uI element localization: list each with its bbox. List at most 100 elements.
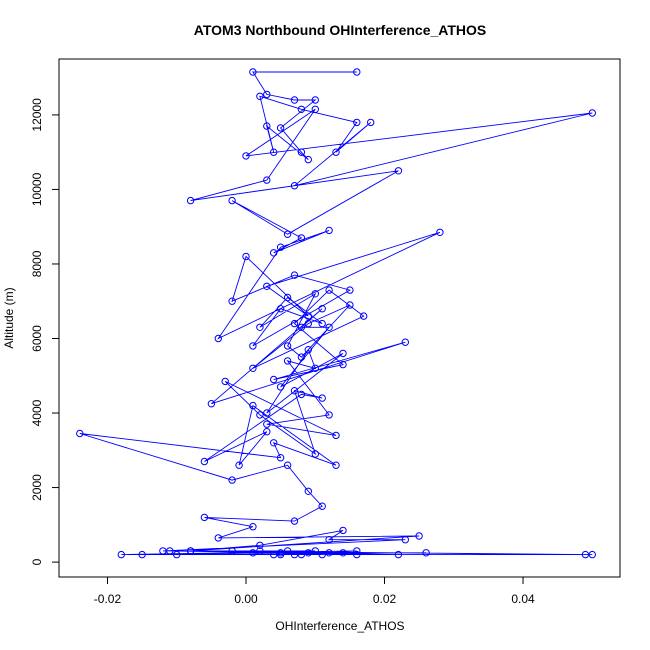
data-point: [318, 319, 326, 328]
data-point: [353, 118, 361, 127]
x-axis-label: OHInterference_ATHOS: [275, 619, 404, 633]
data-point: [173, 550, 181, 559]
data-point: [263, 409, 271, 417]
y-tick-label: 4000: [30, 399, 44, 426]
data-point: [339, 549, 347, 557]
data-point: [263, 176, 271, 184]
data-point: [221, 377, 229, 386]
data-point: [332, 431, 340, 440]
data-point: [394, 167, 403, 175]
data-point: [297, 323, 306, 331]
data-point: [263, 428, 271, 436]
data-point: [311, 364, 319, 372]
data-point: [249, 68, 257, 76]
data-point: [318, 305, 326, 313]
data-point: [422, 549, 430, 557]
data-point: [290, 182, 299, 190]
data-point: [270, 439, 278, 447]
data-point: [360, 312, 368, 320]
data-point: [228, 297, 236, 305]
y-tick-label: 8000: [30, 250, 44, 277]
data-point: [214, 334, 223, 343]
data-point: [207, 400, 216, 408]
data-point: [138, 550, 146, 559]
data-point: [283, 461, 292, 469]
x-tick-label: 0.04: [511, 592, 535, 606]
data-point: [353, 550, 361, 559]
y-tick-label: 0: [30, 558, 44, 565]
data-point: [276, 549, 285, 557]
data-point: [117, 550, 126, 559]
data-point: [228, 547, 236, 555]
data-point: [304, 346, 312, 354]
data-point: [283, 357, 292, 365]
data-point: [256, 541, 264, 549]
data-point: [242, 252, 250, 261]
data-point: [311, 450, 319, 458]
data-point: [270, 249, 278, 257]
data-point: [263, 282, 271, 290]
y-tick-label: 6000: [30, 325, 44, 352]
data-point: [159, 547, 167, 555]
data-point: [270, 550, 278, 559]
data-point: [214, 534, 223, 542]
x-axis: -0.02 0.00 0.02 0.04: [94, 576, 535, 606]
data-point: [332, 148, 340, 156]
data-point: [76, 429, 84, 438]
data-point: [249, 364, 257, 372]
chart-title: ATOM3 Northbound OHInterference_ATHOS: [194, 22, 486, 38]
data-point: [283, 547, 292, 555]
y-tick-label: 12000: [30, 98, 44, 132]
y-axis-label: Altitude (m): [2, 287, 16, 348]
data-point: [249, 401, 257, 410]
data-point: [325, 549, 333, 557]
data-point: [249, 549, 257, 557]
data-point: [367, 118, 375, 127]
plot-frame: [58, 58, 621, 578]
data-point: [290, 271, 299, 279]
data-point: [249, 523, 257, 531]
data-point: [186, 196, 195, 205]
data-point: [276, 305, 285, 313]
data-point: [581, 550, 590, 559]
y-axis: 0 2000 4000 6000 8000 10000 12000: [30, 98, 60, 565]
data-point: [297, 148, 306, 156]
data-point: [339, 349, 347, 358]
data-point: [318, 502, 326, 510]
data-point: [353, 68, 361, 76]
data-point: [311, 96, 319, 104]
data-point: [325, 226, 333, 235]
data-point: [242, 152, 250, 160]
data-point: [297, 353, 306, 361]
data-point: [235, 461, 243, 469]
data-series: [76, 68, 596, 559]
data-point: [588, 109, 596, 117]
data-point: [304, 319, 312, 328]
data-point: [276, 124, 285, 132]
data-point: [290, 387, 299, 395]
data-point: [325, 411, 333, 419]
data-point: [311, 547, 319, 555]
data-point: [415, 532, 423, 540]
data-point: [200, 457, 209, 466]
y-tick-label: 2000: [30, 474, 44, 501]
data-point: [304, 312, 312, 320]
data-point: [394, 550, 403, 559]
data-point: [304, 155, 312, 164]
x-tick-label: 0.02: [373, 592, 397, 606]
data-point: [297, 234, 306, 242]
data-point: [290, 550, 299, 559]
data-point: [228, 196, 236, 205]
data-point: [249, 342, 257, 350]
data-point: [263, 90, 271, 99]
data-point: [297, 390, 306, 399]
data-point: [256, 547, 264, 555]
data-point: [276, 383, 285, 391]
data-point: [325, 286, 333, 294]
data-point: [297, 105, 306, 114]
data-point: [256, 92, 264, 101]
data-point: [290, 96, 299, 104]
data-point: [256, 411, 264, 419]
data-point: [228, 476, 236, 484]
